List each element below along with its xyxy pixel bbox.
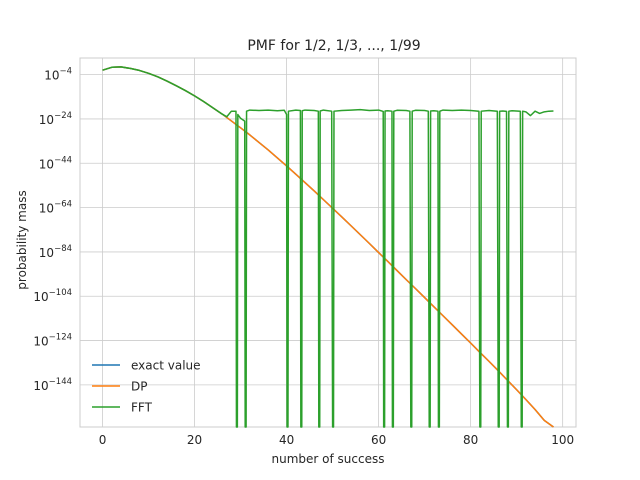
plot-area bbox=[79, 57, 577, 428]
legend: exact value DP FFT bbox=[92, 359, 201, 415]
series-lines bbox=[102, 66, 554, 428]
legend-label-1: DP bbox=[131, 380, 147, 394]
y-tick-label-3: 10−64 bbox=[39, 200, 72, 216]
x-tick-label-4: 80 bbox=[463, 433, 478, 447]
y-tick-label-1: 10−24 bbox=[39, 111, 72, 127]
y-tick-label-7: 10−144 bbox=[33, 377, 72, 393]
x-axis-label: number of success bbox=[272, 452, 385, 466]
y-tick-label-2: 10−44 bbox=[39, 155, 72, 171]
y-axis-label: probability mass bbox=[15, 190, 29, 289]
tick-labels: 0 20 40 60 80 100 10−4 10−24 10−44 10−64 10−84 10−1… bbox=[33, 67, 574, 447]
x-tick-label-2: 40 bbox=[279, 433, 294, 447]
y-tick-label-4: 10−84 bbox=[39, 244, 72, 260]
y-tick-label-0: 10−4 bbox=[44, 67, 72, 83]
x-tick-label-3: 60 bbox=[371, 433, 386, 447]
plot-border bbox=[79, 57, 577, 428]
chart-title: PMF for 1/2, 1/3, ..., 1/99 bbox=[247, 38, 420, 54]
y-tick-label-5: 10−104 bbox=[33, 288, 72, 304]
y-tick-label-6: 10−124 bbox=[33, 333, 72, 349]
x-tick-label-0: 0 bbox=[99, 433, 107, 447]
legend-label-0: exact value bbox=[131, 359, 201, 373]
x-tick-label-5: 100 bbox=[551, 433, 574, 447]
series-line-fft bbox=[102, 66, 554, 428]
legend-label-2: FFT bbox=[131, 401, 153, 415]
x-tick-label-1: 20 bbox=[187, 433, 202, 447]
